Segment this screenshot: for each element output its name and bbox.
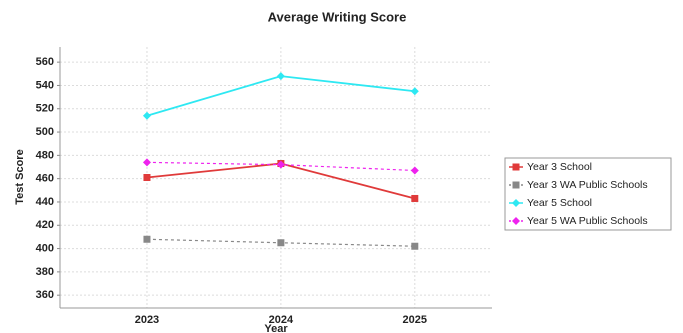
data-point xyxy=(143,174,151,181)
legend-marker xyxy=(512,199,520,207)
data-point xyxy=(410,166,419,175)
y-tick-label: 500 xyxy=(36,126,54,138)
y-tick-label: 380 xyxy=(36,266,54,278)
legend-marker xyxy=(512,217,520,225)
data-point xyxy=(411,194,419,202)
data-point xyxy=(143,235,151,243)
data-point xyxy=(277,239,285,247)
legend-label: Year 5 WA Public Schools xyxy=(527,215,648,227)
x-tick-label: 2025 xyxy=(403,314,427,326)
y-tick-label: 440 xyxy=(36,196,54,208)
legend-box xyxy=(504,157,672,231)
x-tick-label: 2023 xyxy=(135,314,159,326)
legend-marker xyxy=(512,181,520,189)
y-tick-label: 520 xyxy=(36,103,54,115)
legend-label: Year 3 School xyxy=(527,161,592,173)
legend-label: Year 5 School xyxy=(527,197,592,209)
chart-title: Average Writing Score xyxy=(268,9,407,24)
data-point xyxy=(276,72,285,81)
y-tick-label: 420 xyxy=(36,219,54,231)
data-point xyxy=(276,160,285,169)
data-point xyxy=(142,111,151,120)
data-point xyxy=(411,242,419,250)
data-point xyxy=(142,158,151,167)
y-tick-label: 360 xyxy=(36,289,54,301)
legend-marker xyxy=(512,163,520,171)
legend-label: Year 3 WA Public Schools xyxy=(527,179,648,191)
y-tick-label: 460 xyxy=(36,173,54,185)
x-axis-label: Year xyxy=(264,323,288,333)
data-point xyxy=(410,87,419,96)
y-tick-label: 480 xyxy=(36,149,54,161)
y-tick-label: 560 xyxy=(36,56,54,68)
y-axis-label: Test Score xyxy=(14,149,26,204)
y-tick-label: 540 xyxy=(36,79,54,91)
y-tick-label: 400 xyxy=(36,242,54,254)
x-tick-label: 2024 xyxy=(269,314,294,326)
